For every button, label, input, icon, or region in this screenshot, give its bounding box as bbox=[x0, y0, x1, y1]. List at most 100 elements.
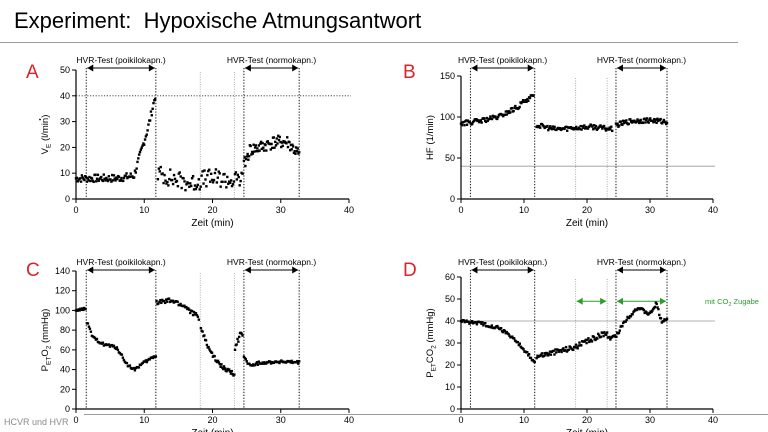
data-point bbox=[516, 340, 520, 344]
data-point bbox=[575, 125, 578, 129]
panel-letter: C bbox=[26, 260, 40, 281]
data-point bbox=[96, 173, 100, 177]
data-point bbox=[625, 318, 628, 322]
data-point bbox=[521, 99, 525, 102]
phase-arrow-label: HVR-Test (poikilokapn.) bbox=[76, 55, 165, 65]
data-point bbox=[236, 173, 239, 177]
data-point bbox=[484, 120, 488, 124]
data-point bbox=[196, 183, 200, 187]
data-point bbox=[242, 159, 246, 163]
data-point bbox=[255, 149, 258, 153]
data-point bbox=[248, 362, 251, 366]
data-point bbox=[651, 309, 654, 312]
data-point bbox=[259, 140, 263, 144]
data-point bbox=[572, 348, 575, 352]
data-point bbox=[155, 299, 158, 303]
y-tick-label: 0 bbox=[65, 194, 70, 204]
data-point bbox=[656, 306, 659, 309]
data-point bbox=[108, 345, 112, 348]
data-point bbox=[209, 172, 213, 176]
data-point bbox=[264, 143, 267, 147]
data-point bbox=[624, 121, 627, 124]
data-point bbox=[225, 186, 228, 189]
data-point bbox=[496, 324, 499, 328]
data-point bbox=[250, 153, 253, 156]
data-point bbox=[245, 360, 248, 363]
data-point bbox=[588, 124, 591, 128]
data-point bbox=[584, 127, 587, 130]
data-point bbox=[578, 127, 581, 131]
data-point bbox=[187, 182, 190, 185]
data-point bbox=[179, 175, 182, 178]
data-point bbox=[558, 127, 562, 130]
data-point bbox=[655, 302, 658, 306]
data-point bbox=[188, 311, 192, 315]
data-point bbox=[512, 109, 515, 113]
footer-text: HCVR und HVR bbox=[4, 417, 69, 427]
data-point bbox=[517, 343, 521, 347]
y-tick-label: 60 bbox=[445, 272, 455, 282]
x-tick-label: 30 bbox=[276, 205, 286, 215]
y-axis-label: VE (l/min) bbox=[40, 115, 53, 155]
data-point bbox=[170, 178, 174, 182]
x-tick-label: 0 bbox=[73, 205, 78, 215]
data-point bbox=[103, 177, 106, 180]
page-title: Experiment: Hypoxische Atmungsantwort bbox=[14, 8, 422, 33]
data-point bbox=[110, 343, 114, 347]
data-point bbox=[201, 330, 204, 333]
y-tick-label: 50 bbox=[445, 153, 455, 163]
data-point bbox=[195, 313, 199, 317]
data-point bbox=[518, 342, 521, 345]
data-point bbox=[265, 362, 268, 365]
data-point bbox=[185, 183, 188, 186]
data-point bbox=[508, 111, 512, 114]
y-axis-label: PETO2 (mmHg) bbox=[40, 309, 53, 372]
data-point bbox=[601, 127, 604, 130]
data-point bbox=[602, 334, 605, 338]
data-point bbox=[546, 352, 549, 355]
data-point bbox=[101, 179, 105, 183]
data-point bbox=[245, 155, 249, 158]
data-point bbox=[193, 313, 197, 316]
data-point bbox=[576, 127, 580, 131]
data-point bbox=[237, 335, 241, 339]
data-point bbox=[508, 334, 511, 337]
y-tick-label: 20 bbox=[60, 384, 70, 394]
data-point bbox=[167, 184, 170, 187]
data-point bbox=[265, 149, 268, 152]
data-point bbox=[194, 187, 198, 191]
data-point bbox=[235, 343, 238, 346]
data-point bbox=[159, 299, 162, 302]
data-point bbox=[486, 119, 489, 123]
data-point bbox=[125, 361, 129, 365]
data-point bbox=[607, 128, 610, 131]
data-point bbox=[637, 119, 640, 122]
data-point bbox=[508, 110, 511, 113]
data-point bbox=[194, 312, 198, 315]
data-point bbox=[190, 309, 194, 313]
data-point bbox=[200, 174, 203, 177]
y-tick-label: 150 bbox=[440, 71, 455, 81]
y-tick-label: 40 bbox=[60, 365, 70, 375]
data-point bbox=[274, 144, 278, 147]
data-point bbox=[210, 178, 214, 182]
data-point bbox=[228, 370, 232, 373]
data-point bbox=[220, 363, 223, 366]
data-point bbox=[292, 151, 296, 155]
data-point bbox=[89, 330, 93, 333]
data-point bbox=[216, 176, 220, 179]
data-point bbox=[183, 304, 186, 307]
data-points bbox=[74, 297, 301, 377]
data-point bbox=[662, 320, 665, 323]
data-point bbox=[208, 168, 211, 171]
data-point bbox=[146, 129, 149, 132]
data-point bbox=[628, 316, 631, 320]
data-point bbox=[613, 334, 616, 337]
data-point bbox=[645, 311, 648, 314]
data-point bbox=[533, 360, 536, 364]
data-point bbox=[503, 329, 507, 333]
y-tick-label: 10 bbox=[445, 382, 455, 392]
x-tick-label: 40 bbox=[708, 205, 718, 215]
data-point bbox=[259, 142, 262, 145]
title-divider bbox=[0, 42, 738, 43]
